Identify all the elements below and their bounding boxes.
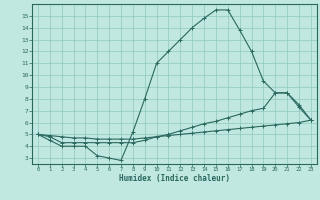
X-axis label: Humidex (Indice chaleur): Humidex (Indice chaleur)	[119, 174, 230, 183]
